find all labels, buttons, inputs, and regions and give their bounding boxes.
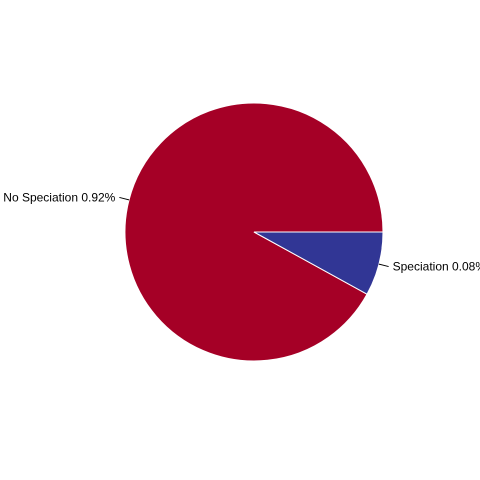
slice-label-0: No Speciation 0.92% <box>3 190 115 204</box>
pie-slices <box>124 102 384 362</box>
pie-labels: No Speciation 0.92% Speciation 0.08% <box>3 190 480 273</box>
pie-slice-1 <box>253 231 384 295</box>
leader-line-1 <box>378 263 389 268</box>
leader-line-0 <box>119 196 130 201</box>
slice-label-1: Speciation 0.08% <box>393 260 480 274</box>
